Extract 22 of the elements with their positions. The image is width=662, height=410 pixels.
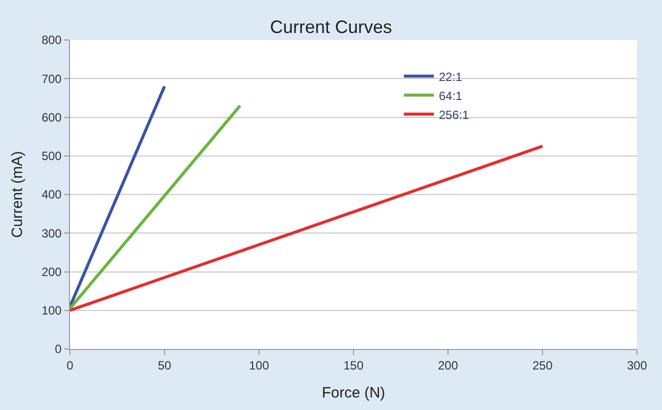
- y-tick-label: 400: [42, 188, 62, 202]
- legend-label: 256:1: [438, 108, 470, 122]
- y-tick-label: 500: [42, 149, 62, 164]
- x-tick-label: 0: [66, 358, 74, 372]
- x-tick-label: 200: [438, 358, 458, 372]
- y-tick-label: 200: [42, 264, 62, 279]
- x-tick-label: 100: [248, 358, 270, 372]
- y-tick-label: 800: [42, 33, 62, 48]
- y-axis-title: Current (mA): [8, 151, 26, 238]
- y-tick-label: 600: [42, 110, 62, 124]
- y-tick-label: 700: [42, 72, 62, 86]
- x-tick-label: 150: [343, 358, 364, 372]
- x-tick-label: 50: [158, 358, 172, 372]
- legend-label: 64:1: [438, 88, 463, 103]
- y-tick-label: 100: [42, 304, 62, 318]
- y-tick-label: 0: [54, 342, 62, 356]
- legend-label: 22:1: [438, 70, 463, 84]
- x-axis-title: Force (N): [322, 384, 386, 402]
- x-tick-label: 300: [626, 358, 648, 372]
- x-tick-label: 250: [532, 358, 553, 372]
- chart-title: Current Curves: [270, 17, 392, 38]
- y-tick-label: 300: [42, 226, 62, 240]
